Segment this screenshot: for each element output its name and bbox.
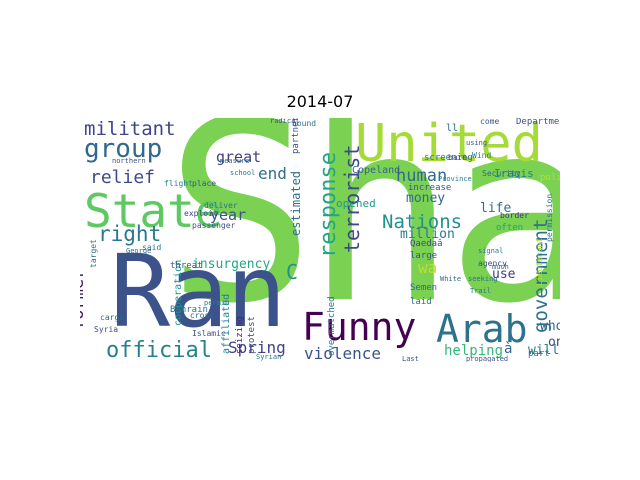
- word: Province: [438, 175, 472, 183]
- word: often: [496, 223, 524, 233]
- word: seeking: [468, 275, 498, 283]
- word: cross: [190, 311, 215, 320]
- word: end: [258, 164, 287, 183]
- word: Islamic: [192, 329, 226, 338]
- word: target: [89, 239, 98, 268]
- word: life: [480, 201, 512, 216]
- word: much: [492, 263, 509, 271]
- word: United: [355, 118, 543, 174]
- word: right: [98, 222, 162, 246]
- word: bare: [448, 153, 468, 162]
- word: northern: [112, 157, 146, 165]
- word: ll: [446, 123, 459, 134]
- word: Department: [516, 118, 560, 127]
- word: Syria: [94, 325, 119, 334]
- word: agency: [478, 259, 507, 268]
- word: opened: [336, 197, 376, 210]
- word: million: [400, 227, 455, 242]
- word: large: [410, 251, 438, 261]
- word: passenger: [192, 221, 236, 230]
- word: measure: [220, 157, 250, 165]
- word: à: [504, 341, 513, 357]
- word: Bahrain: [170, 305, 208, 315]
- word: relief: [90, 167, 156, 188]
- word: permission: [545, 193, 554, 242]
- word: radical: [270, 118, 300, 125]
- word: signal: [478, 247, 504, 255]
- word: Last: [402, 355, 419, 363]
- word: estimated: [289, 170, 303, 236]
- word: Security: [482, 169, 521, 178]
- word: protest: [247, 316, 257, 354]
- word: propagated: [466, 355, 509, 363]
- word: screening: [424, 153, 473, 163]
- word: official: [106, 338, 212, 362]
- word: come: [480, 118, 500, 126]
- word: school: [230, 169, 256, 177]
- word: great: [216, 148, 262, 166]
- word: Semen: [410, 283, 438, 293]
- word: exploit: [184, 209, 218, 218]
- word: whose: [540, 319, 560, 334]
- word: place: [192, 179, 217, 188]
- word: group: [84, 134, 163, 164]
- word: Sha: [165, 118, 560, 358]
- word: use: [492, 267, 516, 282]
- word: Lieutenant: [535, 237, 544, 286]
- word: Wind: [472, 151, 492, 160]
- word: overmatched: [327, 296, 337, 356]
- word: policy: [540, 173, 560, 183]
- word: part: [528, 349, 550, 359]
- word: said: [142, 243, 162, 252]
- word: Qaedaâ: [410, 239, 443, 249]
- word: year: [210, 206, 247, 224]
- word: wa: [418, 258, 438, 277]
- word: Copeland: [352, 165, 401, 176]
- word: insurgency: [192, 257, 271, 272]
- word: Funny: [302, 305, 417, 349]
- word-cloud: Sha Ran United State Funny Arab group of…: [80, 118, 560, 362]
- word: helping: [444, 343, 504, 359]
- word: C: [286, 260, 299, 284]
- word: cargo: [100, 313, 125, 322]
- word: deliver: [204, 201, 238, 210]
- word: will: [528, 343, 560, 358]
- word: Trail: [470, 287, 492, 295]
- word: violence: [304, 344, 382, 362]
- word: Nations: [382, 211, 463, 233]
- word: seizing: [235, 316, 245, 354]
- word: Arab: [436, 307, 528, 351]
- word: Ran: [110, 233, 287, 350]
- word: flight: [164, 179, 193, 188]
- word: increase: [408, 183, 452, 193]
- word: former: [80, 268, 88, 330]
- word: one: [548, 335, 560, 350]
- word: Iraqis: [494, 167, 534, 180]
- word: using: [466, 139, 488, 147]
- word: militant: [84, 118, 176, 140]
- word: White: [440, 275, 462, 283]
- word: money: [406, 191, 446, 206]
- word: Spring: [228, 338, 286, 357]
- word: laid: [410, 297, 432, 307]
- word: George: [126, 247, 152, 255]
- word: human: [396, 166, 448, 186]
- word: Syrian: [256, 353, 282, 361]
- word: border: [500, 211, 529, 220]
- word: partner: [291, 118, 301, 154]
- word: bound: [292, 119, 317, 128]
- word: permit: [204, 299, 230, 307]
- word: threat: [170, 261, 203, 271]
- word: State: [84, 184, 223, 238]
- chart-title: 2014-07: [286, 92, 354, 111]
